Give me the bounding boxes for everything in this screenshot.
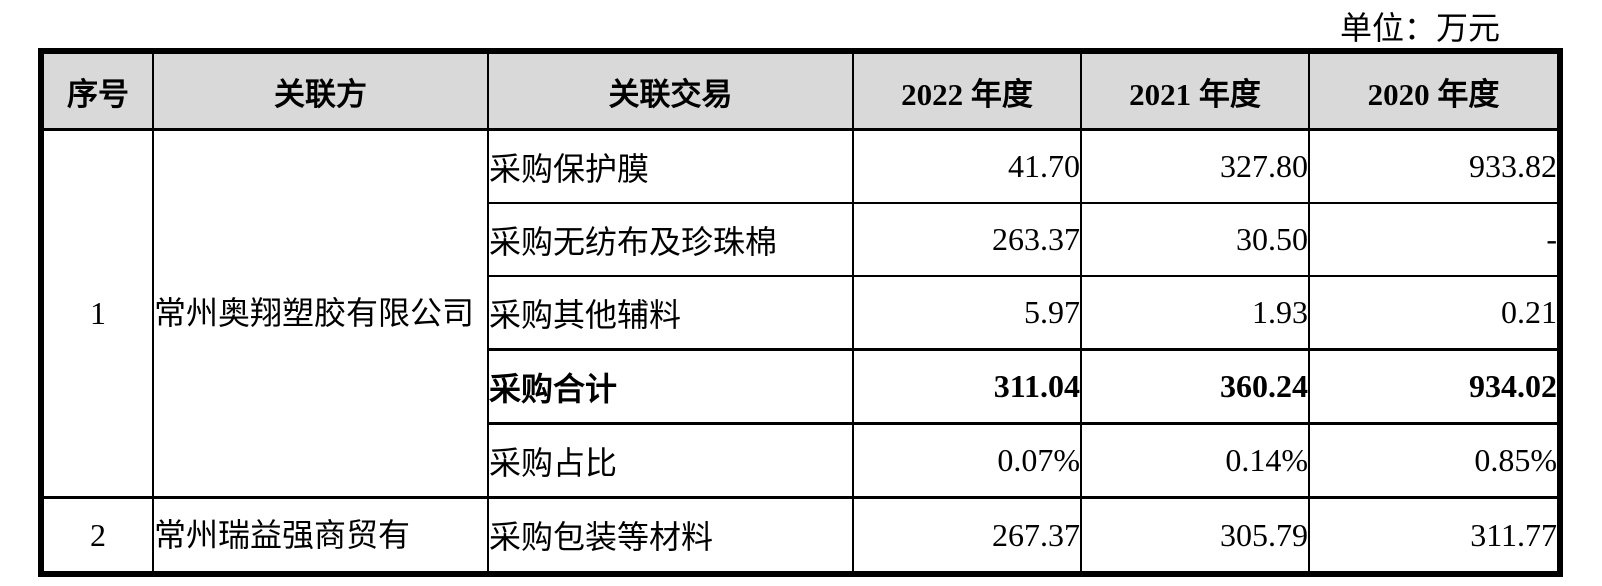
value-2020: 933.82 xyxy=(1308,128,1561,204)
header-cell-2020: 2020 年度 xyxy=(1308,50,1561,131)
header-row: 序号 关联方 关联交易 2022 年度 2021 年度 2020 年度 xyxy=(40,50,1561,131)
txn-cell: 采购占比 xyxy=(487,422,854,499)
value-2020: 0.21 xyxy=(1308,275,1561,351)
table-row: 1 常州奥翔塑胶有限公司 采购保护膜 41.70 327.80 933.82 xyxy=(40,128,1561,499)
value-2021: 30.50 xyxy=(1080,202,1310,277)
txn-cell-total: 采购合计 xyxy=(487,348,854,425)
value-2020: - xyxy=(1308,202,1561,277)
value-2021: 327.80 xyxy=(1080,128,1310,204)
value-2020-total: 934.02 xyxy=(1308,348,1561,425)
related-transactions-table: 序号 关联方 关联交易 2022 年度 2021 年度 2020 年度 1 常州… xyxy=(38,48,1563,577)
value-2020: 0.85% xyxy=(1308,422,1561,499)
value-2022: 5.97 xyxy=(852,275,1082,351)
txn-cell: 采购其他辅料 xyxy=(487,275,854,351)
header-cell-seq: 序号 xyxy=(40,50,154,131)
table-row: 采购其他辅料 5.97 1.93 0.21 xyxy=(41,275,1561,351)
header-cell-2022: 2022 年度 xyxy=(852,50,1082,131)
header-cell-txn: 关联交易 xyxy=(487,50,854,131)
party-cell-2: 常州瑞益强商贸有 xyxy=(152,496,489,575)
unit-label: 单位：万元 xyxy=(1339,10,1500,46)
txn-cell: 采购无纺布及珍珠棉 xyxy=(487,202,854,277)
table-row: 采购占比 0.07% 0.14% 0.85% xyxy=(41,422,1561,499)
value-2022-total: 311.04 xyxy=(852,348,1082,425)
seq-cell-2: 2 xyxy=(40,496,154,575)
table-row: 采购无纺布及珍珠棉 263.37 30.50 - xyxy=(41,202,1561,277)
txn-cell: 采购保护膜 xyxy=(487,128,854,204)
party-cell-1: 常州奥翔塑胶有限公司 xyxy=(152,128,489,499)
seq-cell-1: 1 xyxy=(40,128,154,499)
value-2021-total: 360.24 xyxy=(1080,348,1310,425)
value-2022: 267.37 xyxy=(852,496,1082,575)
value-2020: 311.77 xyxy=(1308,496,1561,575)
value-2021: 305.79 xyxy=(1080,496,1310,575)
value-2021: 0.14% xyxy=(1080,422,1310,499)
header-cell-party: 关联方 xyxy=(152,50,489,131)
txn-cell: 采购包装等材料 xyxy=(487,496,854,575)
header-cell-2021: 2021 年度 xyxy=(1080,50,1310,131)
table-row-total: 采购合计 311.04 360.24 934.02 xyxy=(41,348,1561,425)
value-2022: 41.70 xyxy=(852,128,1082,204)
table-row: 2 常州瑞益强商贸有 采购包装等材料 267.37 305.79 311.77 xyxy=(40,496,1561,575)
value-2021: 1.93 xyxy=(1080,275,1310,351)
value-2022: 0.07% xyxy=(852,422,1082,499)
value-2022: 263.37 xyxy=(852,202,1082,277)
